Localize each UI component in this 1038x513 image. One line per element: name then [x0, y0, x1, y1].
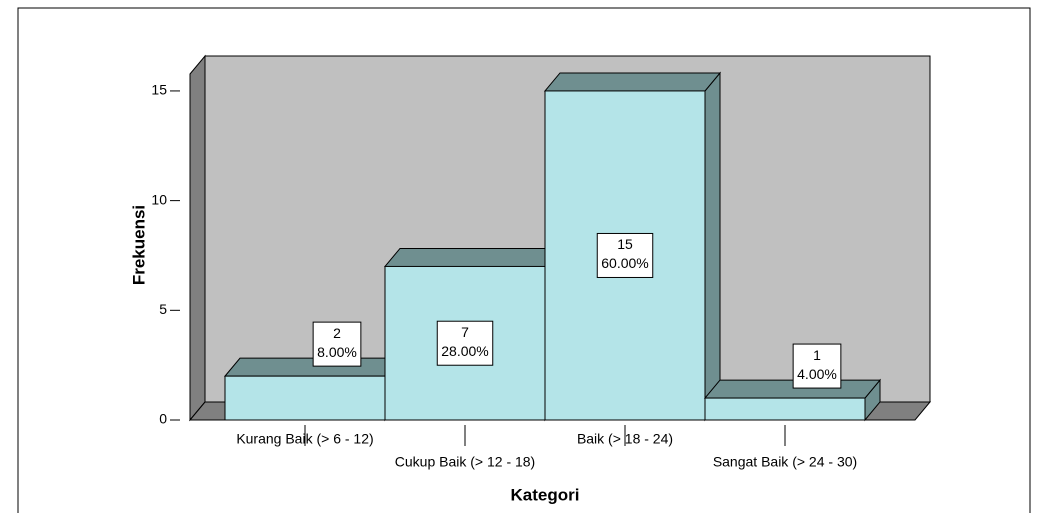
- data-label: 1 4.00%: [792, 343, 842, 389]
- x-tick-label: Sangat Baik (> 24 - 30): [713, 454, 857, 470]
- bar-top: [703, 379, 882, 399]
- data-label-box: [792, 343, 842, 389]
- frame: [17, 7, 1031, 513]
- y-tick-label: 15: [151, 82, 167, 98]
- data-label-percent: 60.00%: [601, 255, 648, 271]
- data-label-count: 7: [461, 324, 469, 340]
- data-label-count: 2: [333, 325, 341, 341]
- data-label-percent: 28.00%: [441, 343, 488, 359]
- data-label-percent: 8.00%: [317, 344, 357, 360]
- bar-top: [383, 247, 562, 267]
- data-label-box: [596, 232, 654, 278]
- x-tick-label: Cukup Baik (> 12 - 18): [395, 454, 535, 470]
- x-axis-title: Kategori: [511, 485, 580, 504]
- bar-side: [704, 71, 721, 422]
- bar: [224, 375, 386, 421]
- data-label-count: 15: [617, 236, 633, 252]
- x-tick-label: Kurang Baik (> 6 - 12): [236, 431, 373, 447]
- data-label-box: [436, 320, 494, 366]
- data-label-box: [312, 321, 362, 367]
- y-axis-title: Frekuensi: [129, 205, 148, 285]
- x-tick-label: Baik (> 18 - 24): [577, 431, 673, 447]
- data-label-percent: 4.00%: [797, 366, 837, 382]
- y-tick-label: 0: [159, 411, 167, 427]
- bar-top: [223, 357, 402, 377]
- y-tick-label: 5: [159, 301, 167, 317]
- data-label-count: 1: [813, 347, 821, 363]
- bar: [704, 397, 866, 421]
- y-tick-label: 10: [151, 191, 167, 207]
- data-label: 2 8.00%: [312, 321, 362, 367]
- data-label: 15 60.00%: [596, 232, 654, 278]
- bar-top: [543, 72, 722, 92]
- left-wall: [189, 54, 206, 422]
- data-label: 7 28.00%: [436, 320, 494, 366]
